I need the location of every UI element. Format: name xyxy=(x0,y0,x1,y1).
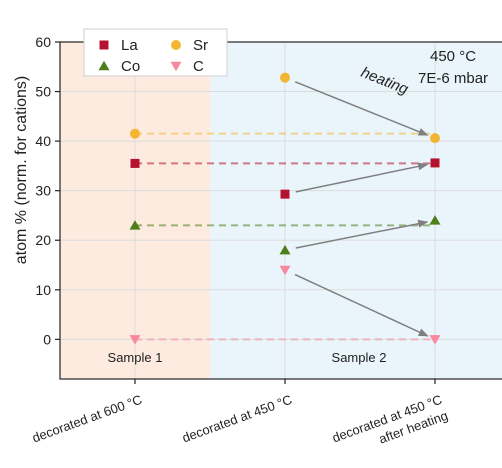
region-label-sample-2: Sample 2 xyxy=(332,350,387,365)
y-tick-label: 40 xyxy=(35,133,51,149)
legend-marker-la xyxy=(99,40,109,50)
guide-lines xyxy=(135,132,435,341)
point-co-2 xyxy=(429,215,441,225)
legend: La Sr Co C xyxy=(83,28,228,77)
arrow-la xyxy=(295,162,429,193)
legend-label-c: C xyxy=(193,58,204,75)
arrow-sr xyxy=(294,81,429,136)
point-c-2 xyxy=(429,335,441,345)
heating-arrows xyxy=(294,81,429,337)
y-tick-label: 30 xyxy=(35,183,51,199)
legend-label-la: La xyxy=(121,37,138,54)
y-tick-label: 50 xyxy=(35,84,51,100)
legend-label-co: Co xyxy=(121,58,140,75)
point-sr-0 xyxy=(130,128,140,139)
x-tick-label: decorated at 450 °Cafter heating xyxy=(330,392,450,462)
legend-label-sr: Sr xyxy=(193,37,208,54)
legend-marker-co xyxy=(98,60,110,71)
point-co-1 xyxy=(279,244,291,255)
y-tick-label: 20 xyxy=(35,232,51,248)
point-c-0 xyxy=(129,335,141,345)
y-axis-label: atom % (norm. for cations) xyxy=(13,76,30,265)
y-tick-label: 60 xyxy=(35,34,51,50)
region-label-sample-1: Sample 1 xyxy=(108,350,163,365)
point-c-1 xyxy=(279,265,291,276)
conditions-label-pressure: 7E-6 mbar xyxy=(418,70,488,87)
axes xyxy=(55,41,502,384)
point-sr-2 xyxy=(430,133,440,144)
point-la-0 xyxy=(130,158,140,168)
legend-marker-c xyxy=(170,61,182,72)
arrow-c xyxy=(294,273,429,337)
x-tick-label: decorated at 450 °C xyxy=(180,392,294,446)
point-la-2 xyxy=(430,158,440,168)
region-sample-2 xyxy=(210,42,502,379)
background-regions xyxy=(60,42,502,379)
point-co-0 xyxy=(129,220,141,230)
plot-frame xyxy=(59,41,502,380)
y-tick-label: 0 xyxy=(43,331,51,347)
data-points xyxy=(129,72,441,345)
legend-marker-sr xyxy=(171,40,181,50)
arrow-co xyxy=(295,219,429,249)
x-tick-label: decorated at 600 °C xyxy=(30,392,144,446)
y-tick-label: 10 xyxy=(35,282,51,298)
point-la-1 xyxy=(280,189,290,199)
conditions-label-temperature: 450 °C xyxy=(430,48,476,65)
point-sr-1 xyxy=(280,72,290,83)
